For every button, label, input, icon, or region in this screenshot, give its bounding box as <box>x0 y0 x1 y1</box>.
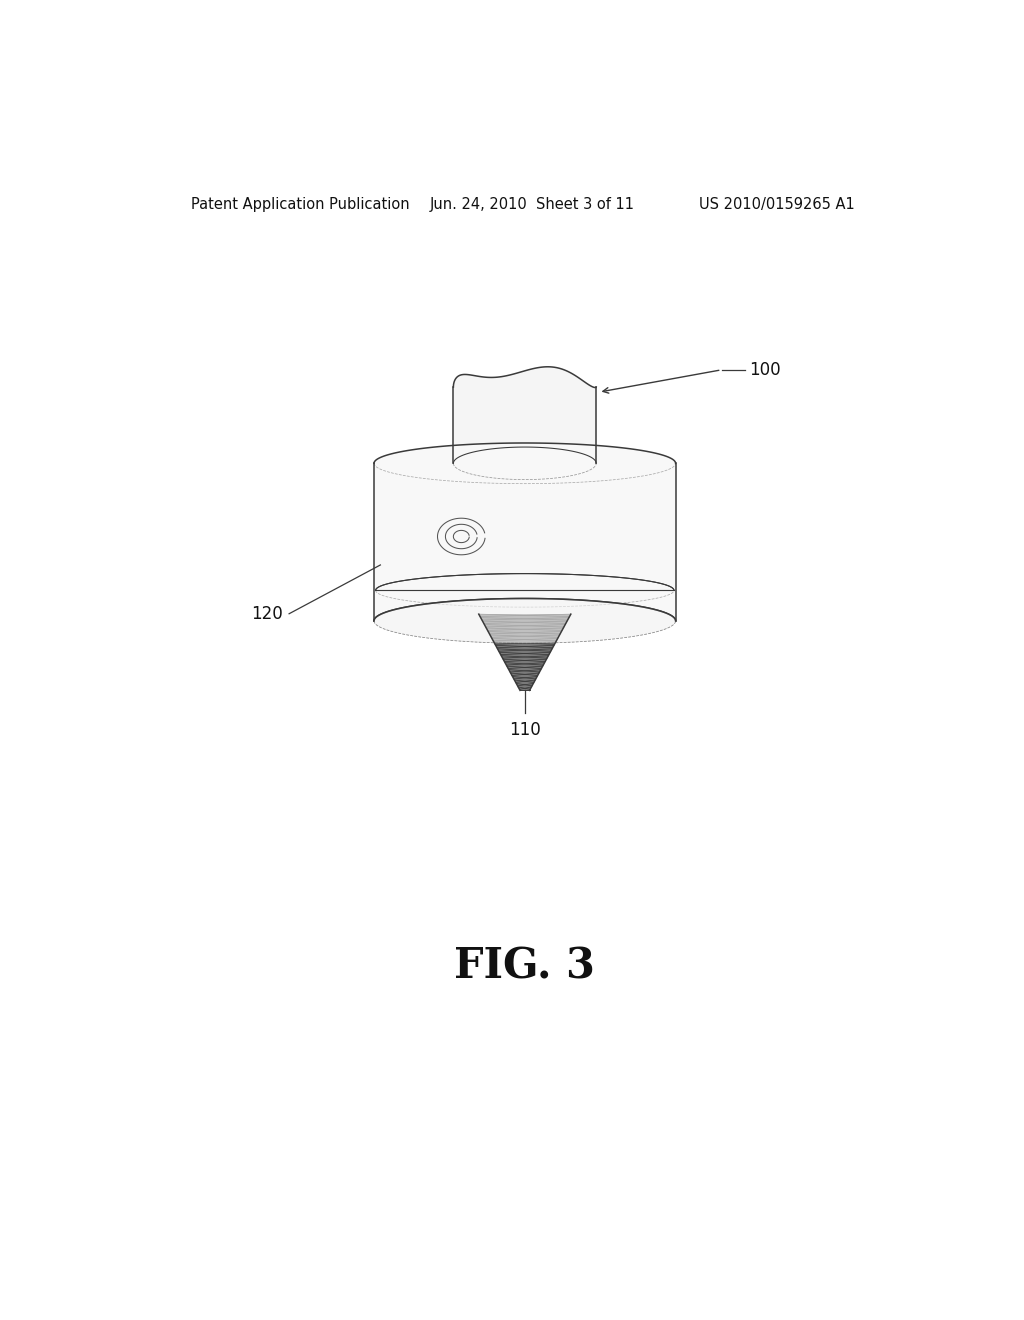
Text: US 2010/0159265 A1: US 2010/0159265 A1 <box>699 197 855 213</box>
Polygon shape <box>479 614 570 690</box>
Polygon shape <box>454 367 596 463</box>
Text: 120: 120 <box>251 605 283 623</box>
Text: Patent Application Publication: Patent Application Publication <box>191 197 411 213</box>
Text: 110: 110 <box>509 721 541 739</box>
Text: FIG. 3: FIG. 3 <box>455 945 595 987</box>
Text: Jun. 24, 2010  Sheet 3 of 11: Jun. 24, 2010 Sheet 3 of 11 <box>430 197 635 213</box>
Polygon shape <box>374 598 676 643</box>
Polygon shape <box>374 444 676 620</box>
Text: 100: 100 <box>750 360 781 379</box>
